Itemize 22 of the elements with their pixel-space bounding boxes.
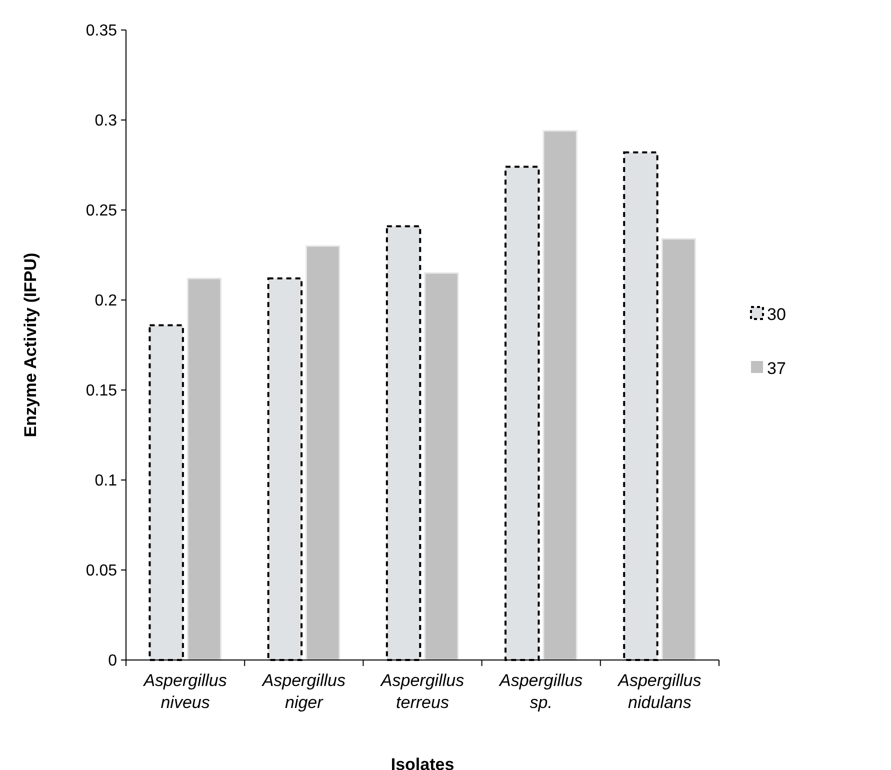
y-tick-label: 0.25 [86,202,118,220]
bar [661,238,696,661]
x-tick-label: Aspergillus terreus [380,671,465,712]
x-tick-label: Aspergillus sp. [498,671,584,712]
bar [424,272,459,661]
y-tick-label: 0.35 [86,22,118,40]
x-axis-title: Isolates [390,755,454,770]
x-tick-label: Aspergillus niger [261,671,346,712]
bar [186,278,222,661]
y-tick-label: 0.3 [94,112,118,130]
y-tick-label: 0.05 [86,562,118,580]
bar [306,245,340,661]
x-tick-label: Aspergillus nidulans [617,671,702,712]
bar [542,130,578,661]
y-tick-label: 0.1 [94,472,118,490]
x-tick-label: Aspergillus niveus [142,671,228,712]
legend-label: 37 [767,358,786,378]
y-tick-label: 0.15 [86,382,118,400]
y-axis-title: Enzyme Activity (IFPU) [21,252,40,438]
y-tick-label: 0 [108,652,118,670]
legend-label: 30 [767,304,786,324]
y-tick-label: 0.2 [94,292,118,310]
